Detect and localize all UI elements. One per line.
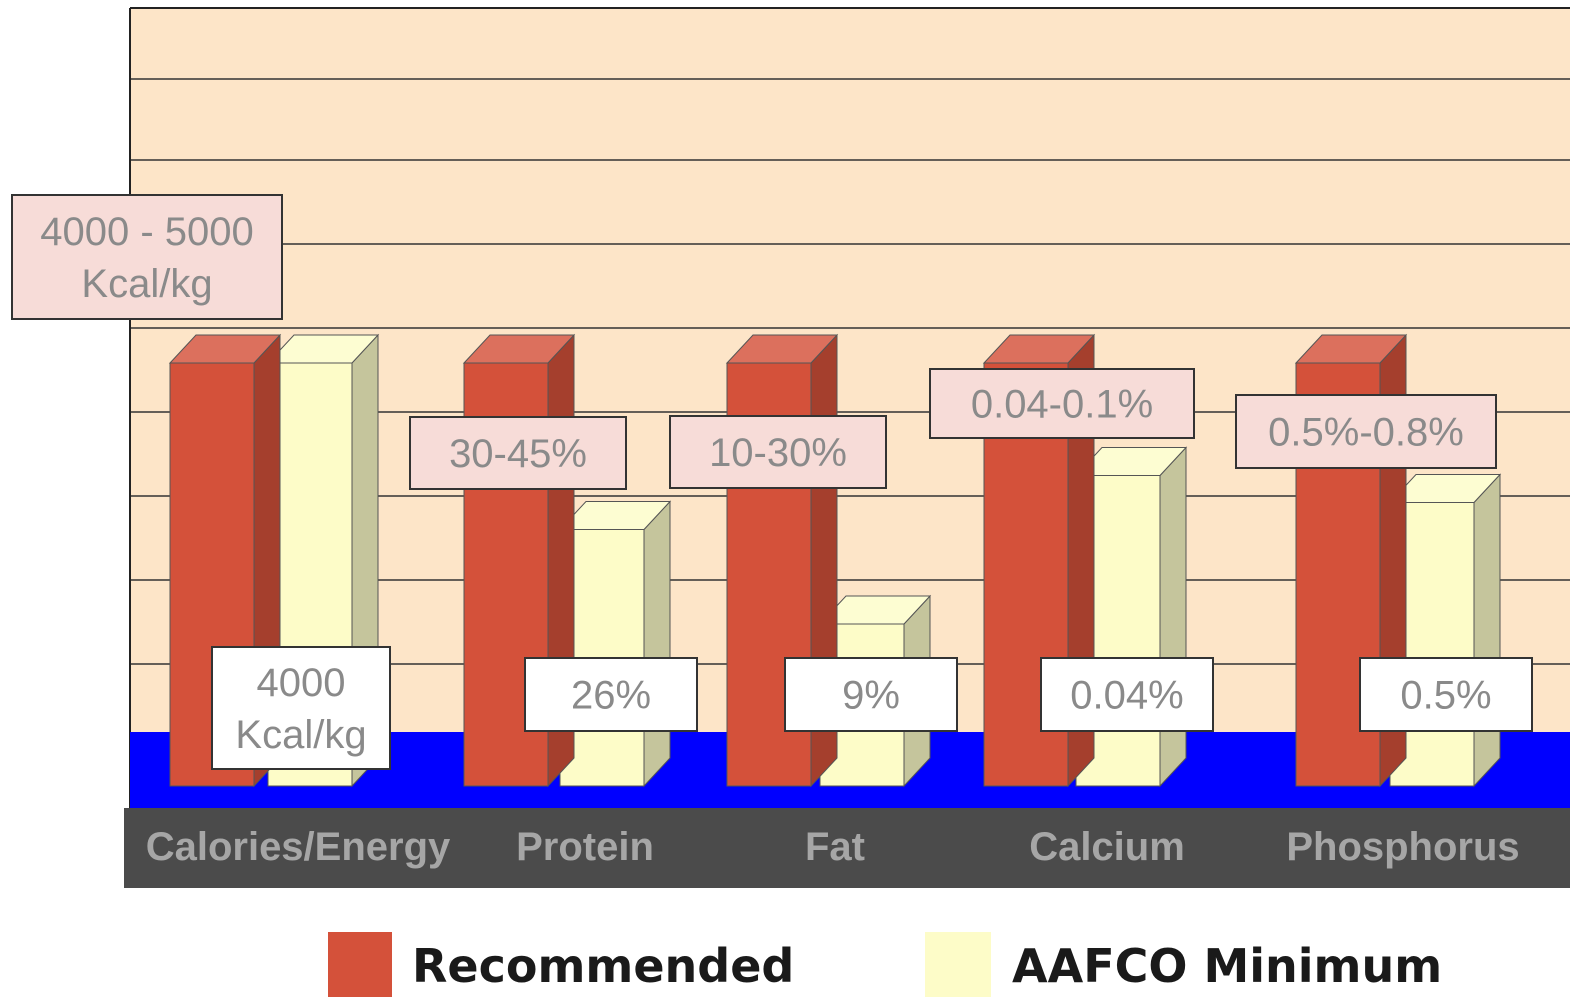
value-labels: 4000 - 5000 Kcal/kg 30-45% 10-30% 0.04-0.1% 0… [11,194,1533,770]
value-label-text: 26% [571,674,651,718]
value-label-text: 9% [842,674,900,718]
recommended-value-label: 0.5%-0.8% [1235,394,1497,469]
aafco-value-label: 4000 Kcal/kg [211,646,391,770]
aafco-value-label: 26% [524,657,698,732]
bar-side-face [643,500,671,788]
recommended-value-label: 30-45% [409,416,627,490]
value-label-text: 0.5%-0.8% [1268,411,1464,455]
aafco-value-label: 0.5% [1359,657,1533,732]
bar-aafco-protein [558,500,672,788]
category-labels: Calories/Energy Protein Fat Calcium Phosphor… [146,825,1520,869]
aafco-value-label: 0.04% [1040,657,1214,732]
label-box [11,194,283,320]
value-label-text: 30-45% [449,432,587,476]
category-label: Phosphorus [1286,825,1519,869]
category-label: Fat [805,825,865,869]
bar-side-face [1159,446,1187,788]
legend-swatch [925,932,991,997]
legend-item-aafco-minimum: AAFCO Minimum [925,932,1442,997]
category-label: Calcium [1029,825,1185,869]
legend: Recommended AAFCO Minimum [328,932,1442,997]
label-box [524,657,698,732]
value-label-text: 0.5% [1400,674,1491,718]
legend-label: Recommended [412,939,794,993]
category-axis-band [124,808,1570,888]
value-label-text: Kcal/kg [81,262,212,306]
value-label-text: 4000 - 5000 [40,210,254,254]
recommended-value-label: 0.04-0.1% [929,368,1195,439]
legend-swatch [328,932,392,997]
value-label-text: 0.04-0.1% [971,383,1153,427]
category-label: Calories/Energy [146,825,451,869]
label-box [1359,657,1533,732]
legend-item-recommended: Recommended [328,932,794,997]
legend-label: AAFCO Minimum [1012,939,1442,993]
value-label-text: Kcal/kg [235,713,366,757]
value-label-text: 10-30% [709,431,847,475]
bar-side-face [1473,473,1501,788]
aafco-value-label: 9% [784,657,958,732]
recommended-value-label: 4000 - 5000 Kcal/kg [11,194,283,320]
label-box [1040,657,1214,732]
value-label-text: 4000 [257,661,346,705]
label-box [929,368,1195,439]
category-label: Protein [516,825,654,869]
label-box [211,646,391,770]
recommended-value-label: 10-30% [669,415,887,489]
label-box [1235,394,1497,469]
label-box [409,416,627,490]
value-label-text: 0.04% [1070,674,1183,718]
label-box [784,657,958,732]
label-box [669,415,887,489]
